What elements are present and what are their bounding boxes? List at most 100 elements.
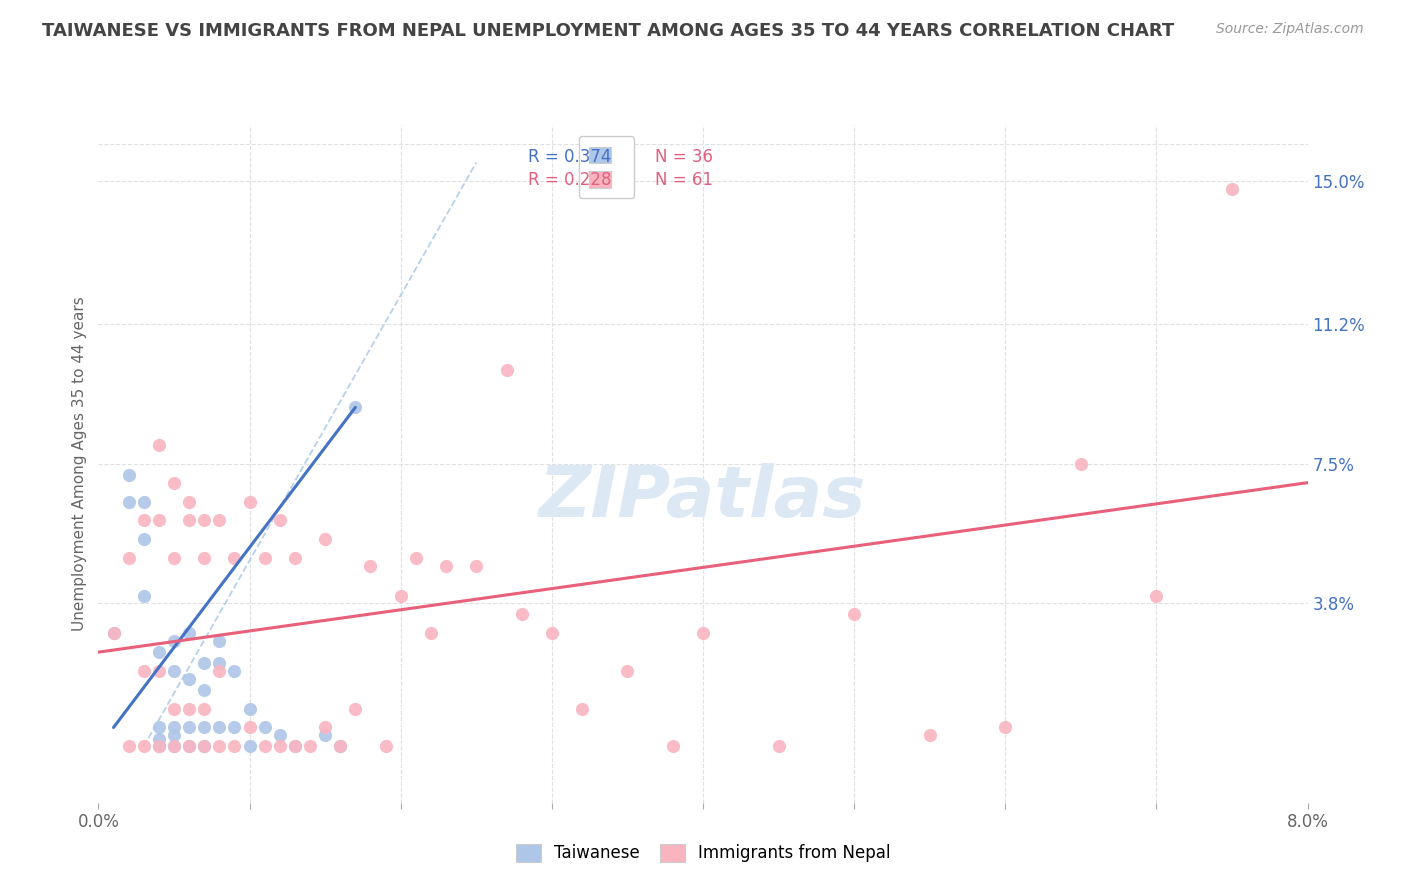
Point [179,721,201,735]
Point [208,739,231,754]
Point [360,558,382,573]
Point [495,362,517,376]
Point [284,739,307,754]
Point [239,494,262,508]
Point [118,551,141,566]
Point [239,721,262,735]
Point [662,739,685,754]
Point [208,657,231,671]
Point [118,494,141,508]
Point [405,551,427,566]
Point [239,739,262,754]
Point [103,626,125,640]
Point [132,589,155,603]
Point [193,739,215,754]
Point [193,657,215,671]
Point [224,551,246,566]
Point [163,664,186,678]
Y-axis label: Unemployment Among Ages 35 to 44 years: Unemployment Among Ages 35 to 44 years [72,296,87,632]
Point [692,626,714,640]
Point [193,721,215,735]
Point [224,664,246,678]
Point [179,513,201,527]
Text: N = 61: N = 61 [655,171,713,189]
Point [224,721,246,735]
Point [148,739,170,754]
Point [344,701,367,715]
Point [269,728,291,742]
Point [314,728,336,742]
Point [253,739,276,754]
Point [148,438,170,452]
Point [179,739,201,754]
Point [420,626,443,640]
Point [132,664,155,678]
Point [179,701,201,715]
Point [132,513,155,527]
Point [510,607,533,622]
Point [132,739,155,754]
Point [465,558,488,573]
Point [118,739,141,754]
Point [253,551,276,566]
Point [163,721,186,735]
Point [844,607,866,622]
Point [208,721,231,735]
Point [329,739,352,754]
Point [434,558,457,573]
Point [163,739,186,754]
Point [1070,457,1092,471]
Point [541,626,564,640]
Point [193,682,215,697]
Point [224,739,246,754]
Point [299,739,322,754]
Point [918,728,941,742]
Point [284,551,307,566]
Point [208,633,231,648]
Point [148,731,170,746]
Point [253,721,276,735]
Text: ZIPatlas: ZIPatlas [540,463,866,533]
Point [163,728,186,742]
Point [768,739,790,754]
Point [148,513,170,527]
Point [193,513,215,527]
Point [163,475,186,490]
Point [148,645,170,659]
Text: TAIWANESE VS IMMIGRANTS FROM NEPAL UNEMPLOYMENT AMONG AGES 35 TO 44 YEARS CORREL: TAIWANESE VS IMMIGRANTS FROM NEPAL UNEMP… [42,22,1174,40]
Point [314,532,336,546]
Point [193,739,215,754]
Point [269,739,291,754]
Point [118,468,141,483]
Point [389,589,412,603]
Point [994,721,1017,735]
Point [239,701,262,715]
Point [163,551,186,566]
Point [374,739,396,754]
Point [1146,589,1168,603]
Point [284,739,307,754]
Point [179,626,201,640]
Point [344,401,367,415]
Point [132,532,155,546]
Text: R = 0.228: R = 0.228 [527,171,612,189]
Point [329,739,352,754]
Point [571,701,593,715]
Text: Source: ZipAtlas.com: Source: ZipAtlas.com [1216,22,1364,37]
Point [1220,182,1243,196]
Point [163,739,186,754]
Text: N = 36: N = 36 [655,148,713,167]
Point [208,664,231,678]
Point [208,513,231,527]
Point [179,494,201,508]
Point [163,633,186,648]
Point [193,701,215,715]
Point [103,626,125,640]
Point [179,739,201,754]
Text: R = 0.374: R = 0.374 [527,148,612,167]
Point [193,551,215,566]
Point [148,664,170,678]
Point [314,721,336,735]
Point [163,701,186,715]
Point [616,664,638,678]
